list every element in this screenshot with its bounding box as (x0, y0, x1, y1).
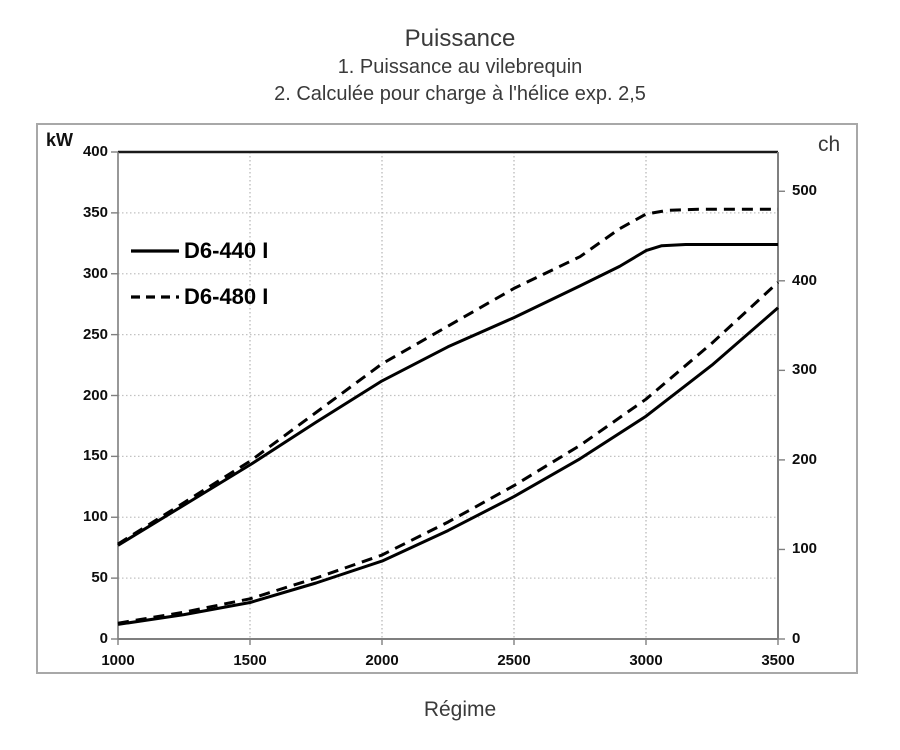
y-left-tick-label: 350 (82, 203, 108, 221)
y-left-tick-label: 300 (82, 264, 108, 282)
y-left-unit-label: kW (46, 130, 73, 150)
legend: D6-440 I D6-480 I (131, 228, 268, 320)
chart-title: Puissance (404, 25, 516, 52)
y-left-tick-label: 200 (82, 386, 108, 404)
y-left-tick-label: 150 (82, 447, 108, 465)
x-axis-title: Régime (423, 698, 497, 721)
y-left-tick-label: 100 (82, 508, 108, 526)
y-right-tick-label: 400 (792, 271, 818, 289)
y-right-tick-label: 0 (792, 630, 801, 647)
legend-item-d6-440: D6-440 I (131, 228, 268, 274)
solid-line-swatch-icon (131, 249, 179, 253)
x-tick-label: 3000 (629, 652, 663, 669)
chart-subtitle-2: 2. Calculée pour charge à l'hélice exp. … (274, 83, 646, 105)
curve-d6-440-crankshaft (117, 243, 778, 547)
y-left-tick-label: 400 (82, 143, 108, 160)
legend-item-d6-480: D6-480 I (131, 274, 268, 320)
curve-d6-480-propeller (117, 281, 780, 625)
legend-label-d6-480: D6-480 I (184, 284, 269, 309)
x-tick-label: 2500 (497, 652, 531, 669)
y-right-tick-label: 200 (792, 450, 818, 468)
legend-label-d6-440: D6-440 I (184, 238, 269, 263)
x-tick-label: 3500 (761, 652, 795, 669)
dashed-line-swatch-icon (131, 295, 179, 299)
y-right-unit-label: ch (818, 133, 841, 156)
y-right-tick-label: 500 (792, 182, 818, 200)
chart-subtitle-1: 1. Puissance au vilebrequin (337, 56, 583, 78)
y-left-tick-label: 50 (91, 569, 108, 587)
y-right-tick-label: 100 (792, 540, 818, 558)
y-left-tick-label: 250 (82, 325, 108, 343)
y-right-tick-label: 300 (792, 361, 818, 379)
curve-d6-480-crankshaft (117, 207, 778, 546)
x-tick-label: 2000 (365, 652, 399, 669)
x-tick-label: 1500 (233, 652, 267, 669)
curve-d6-440-propeller (117, 306, 779, 626)
y-left-tick-label: 0 (99, 630, 108, 647)
x-tick-label: 1000 (101, 652, 135, 669)
chart-frame (36, 123, 858, 674)
chart-header: Puissance 1. Puissance au vilebrequin 2.… (60, 24, 860, 108)
